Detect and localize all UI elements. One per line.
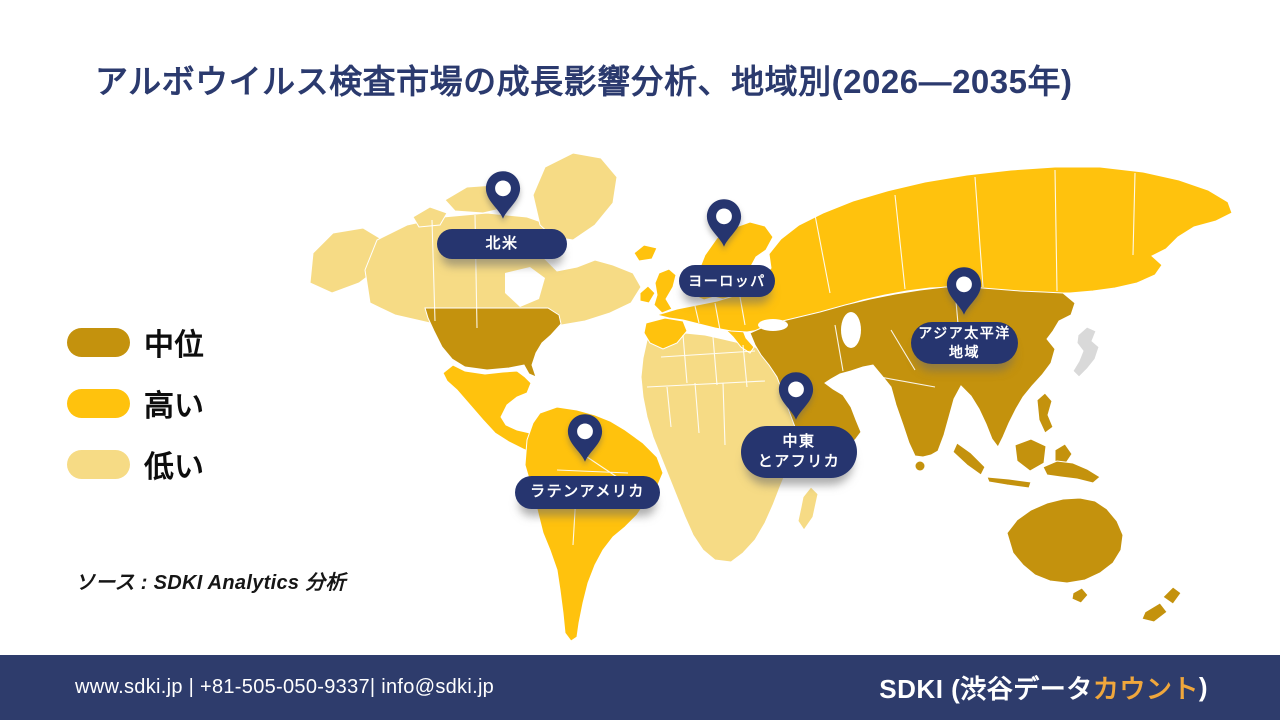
region-madagascar [797, 486, 819, 531]
region-indonesia [952, 438, 1073, 489]
map-label-text: 地域 [949, 344, 980, 360]
legend: 中位 高い 低い [67, 320, 204, 486]
map-label-text: とアフリカ [757, 453, 841, 470]
caspian-sea [841, 312, 861, 348]
map-pin-middle-east-africa [777, 371, 815, 421]
legend-item-high: 高い [67, 381, 204, 425]
legend-label-low: 低い [144, 451, 204, 484]
pin-icon [946, 267, 982, 315]
map-label-text: ラテンアメリカ [530, 483, 645, 501]
page-title: アルボウイルス検査市場の成長影響分析、地域別(2026—2035年) [95, 63, 1073, 100]
region-australia [1006, 497, 1124, 584]
map-pin-latin-america [566, 413, 604, 463]
footer-bar: www.sdki.jp | +81-505-050-9337| info@sdk… [0, 655, 1280, 720]
map-label-asia-pacific: アジア太平洋 地域 [911, 322, 1018, 364]
region-tasmania [1071, 587, 1089, 604]
region-sri-lanka [915, 461, 925, 471]
legend-item-medium: 中位 [67, 320, 204, 364]
legend-item-low: 低い [67, 442, 204, 486]
pin-icon [485, 171, 521, 219]
brand-accent: カウント [1092, 674, 1199, 704]
region-philippines [1036, 392, 1054, 434]
region-united-kingdom [653, 268, 677, 314]
world-map-svg [309, 152, 1233, 642]
world-map [295, 125, 1240, 655]
map-label-text: ヨーロッパ [688, 272, 766, 289]
region-new-zealand [1141, 586, 1182, 623]
map-label-text: 中東 [782, 432, 816, 450]
region-ireland [639, 285, 656, 304]
brand-suffix: ) [1198, 672, 1208, 702]
region-iberia [643, 317, 688, 350]
map-pin-north-america [484, 170, 522, 220]
region-south-america [524, 406, 664, 642]
footer-brand: SDKI (渋谷データ カウント) [879, 655, 1208, 720]
source-note: ソース : SDKI Analytics 分析 [75, 572, 346, 594]
pin-icon [567, 414, 603, 462]
footer-contact: www.sdki.jp | +81-505-050-9337| info@sdk… [75, 676, 495, 698]
map-label-europe: ヨーロッパ [679, 265, 775, 297]
legend-swatch-medium [67, 327, 130, 357]
region-iceland [633, 244, 658, 262]
region-united-states [424, 307, 562, 378]
legend-swatch-low [67, 449, 130, 479]
map-label-north-america: 北米 [437, 229, 567, 259]
hudson-bay [505, 267, 545, 307]
map-pin-asia-pacific [945, 266, 983, 316]
map-label-middle-east-africa: 中東 とアフリカ [741, 426, 857, 478]
map-label-text: アジア太平洋 [918, 325, 1011, 342]
map-label-text: 北米 [485, 234, 519, 252]
region-new-guinea [1042, 460, 1101, 484]
region-greenland [532, 152, 618, 241]
black-sea [758, 319, 788, 331]
pin-icon [778, 372, 814, 420]
brand-prefix: SDKI (渋谷データ [879, 674, 1093, 704]
region-japan [1072, 326, 1100, 378]
pin-icon [706, 199, 742, 247]
map-label-latin-america: ラテンアメリカ [515, 476, 660, 509]
legend-swatch-high [67, 388, 130, 418]
legend-label-medium: 中位 [144, 329, 204, 362]
map-pin-europe [705, 198, 743, 248]
country-borders [431, 169, 1136, 546]
legend-label-high: 高い [144, 390, 204, 423]
